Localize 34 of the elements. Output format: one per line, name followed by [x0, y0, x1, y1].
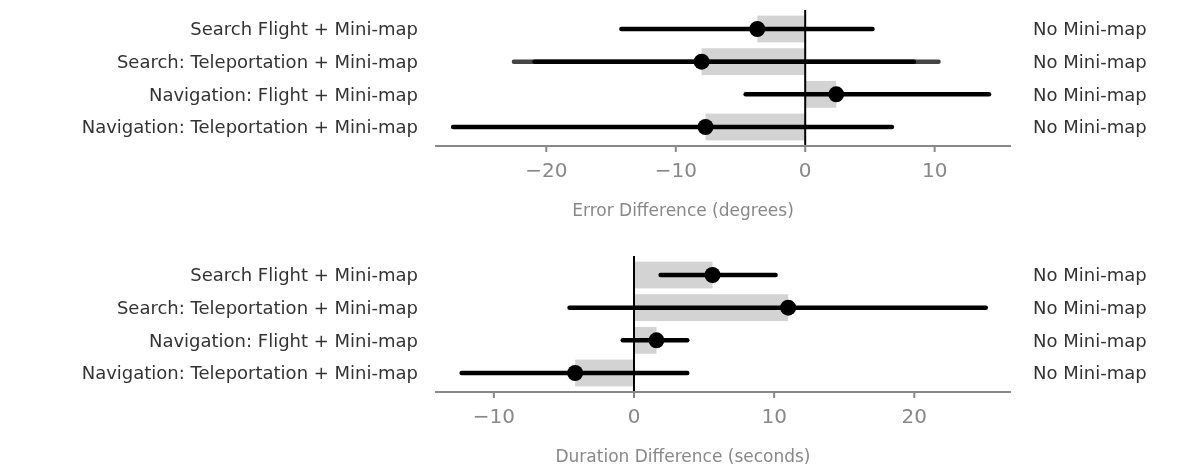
x-tick-label: −20 — [525, 158, 568, 182]
y-tick-label: Navigation: Flight + Mini-map — [148, 329, 418, 351]
text: No Mini-map — [1033, 116, 1147, 138]
text: No Mini-map — [1033, 296, 1147, 318]
x-axis-title: Duration Difference (seconds) — [555, 446, 811, 466]
x-tick-label: −10 — [654, 158, 697, 182]
point — [704, 267, 721, 283]
point — [567, 365, 584, 381]
x-tick-label: 10 — [761, 404, 787, 428]
x-tick-label: −10 — [472, 404, 515, 428]
y-tick-label: Navigation: Flight + Mini-map — [148, 83, 418, 105]
x-axis-title: Error Difference (degrees) — [572, 200, 794, 220]
y-tick-label: Navigation: Teleportation + Mini-map — [81, 116, 418, 138]
point — [648, 332, 665, 349]
point — [697, 119, 714, 135]
text: No Mini-map — [1033, 264, 1147, 286]
y-tick-label: Navigation: Teleportation + Mini-map — [81, 362, 418, 384]
text: No Mini-map — [1033, 18, 1147, 40]
y-tick-label: Search Flight + Mini-map — [190, 264, 418, 286]
point — [828, 86, 845, 103]
point — [749, 21, 766, 37]
x-tick-label: 20 — [901, 404, 928, 428]
text: No Mini-map — [1033, 83, 1147, 105]
y-tick-label: Search: Teleportation + Mini-map — [116, 50, 418, 72]
x-tick-label: 0 — [627, 404, 641, 428]
point — [780, 299, 797, 316]
x-tick-label: 10 — [921, 158, 948, 182]
text: No Mini-map — [1033, 329, 1147, 351]
text: No Mini-map — [1033, 362, 1147, 384]
point — [693, 53, 710, 70]
y-tick-label: Search: Teleportation + Mini-map — [116, 296, 418, 318]
x-tick-label: 0 — [798, 158, 812, 182]
y-tick-label: Search Flight + Mini-map — [190, 18, 418, 40]
text: No Mini-map — [1033, 50, 1147, 72]
